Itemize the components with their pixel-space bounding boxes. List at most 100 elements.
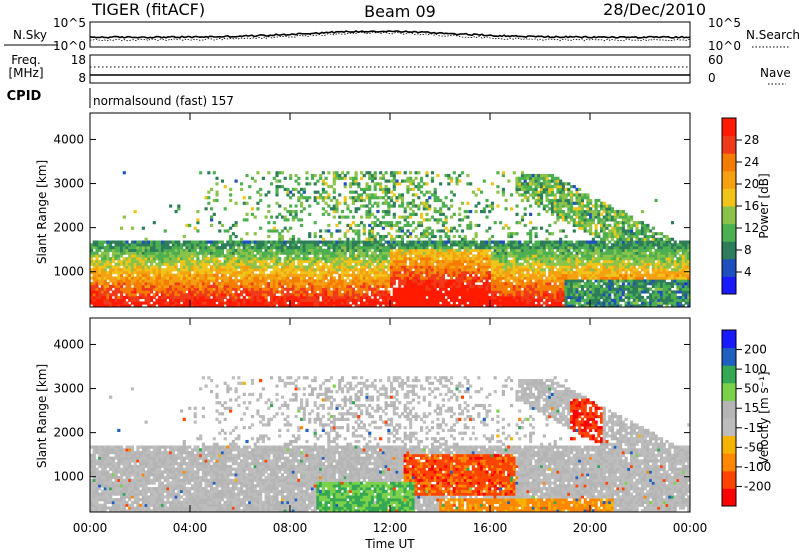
power-cell: [346, 301, 350, 305]
power-cell: [95, 248, 99, 252]
power-cell: [510, 240, 514, 244]
power-cell: [458, 243, 462, 247]
power-cell: [313, 240, 317, 244]
power-cell: [529, 187, 533, 191]
power-cell: [488, 265, 492, 269]
power-cell: [201, 304, 205, 308]
power-cell: [272, 246, 276, 250]
power-cell: [417, 185, 421, 189]
power-cell: [488, 295, 492, 300]
power-cell: [455, 262, 459, 266]
power-cell: [180, 268, 184, 272]
power-cell: [417, 282, 421, 286]
power-cell: [139, 251, 143, 255]
power-cell: [548, 248, 552, 252]
power-cell: [310, 276, 315, 280]
power-cell: [542, 187, 546, 191]
power-cell: [313, 234, 317, 239]
power-cell: [420, 257, 424, 261]
power-cell: [559, 254, 563, 258]
power-cell: [460, 295, 465, 300]
power-cell: [286, 290, 290, 294]
power-cell: [338, 246, 342, 250]
power-cell: [550, 293, 555, 297]
power-cell: [420, 212, 424, 216]
power-cell: [395, 295, 399, 300]
power-cell: [144, 276, 148, 280]
power-cell: [450, 268, 454, 272]
power-cell: [360, 240, 364, 244]
power-cell: [98, 273, 102, 277]
power-cell: [570, 268, 574, 272]
power-cell: [136, 301, 140, 305]
power-cell: [220, 290, 225, 294]
power-cell: [379, 171, 383, 175]
power-cell: [493, 265, 497, 269]
power-cell: [400, 262, 405, 266]
power-cell: [280, 273, 285, 277]
power-cell: [332, 293, 336, 297]
power-cell: [319, 301, 323, 305]
power-cell: [120, 284, 124, 288]
power-cell: [289, 265, 293, 269]
power-cell: [300, 187, 304, 191]
power-cell: [234, 234, 238, 239]
power-cell: [507, 282, 511, 286]
power-cell: [368, 229, 372, 233]
power-cell: [545, 290, 549, 294]
power-cell: [387, 295, 391, 300]
power-cell: [542, 240, 546, 244]
power-cell: [545, 259, 549, 264]
power-cell: [308, 301, 312, 305]
power-cell: [283, 215, 287, 219]
power-cell: [362, 248, 366, 252]
power-cell: [570, 265, 574, 269]
power-cell: [559, 279, 563, 283]
power-cell: [572, 279, 576, 283]
power-cell: [444, 243, 448, 247]
power-cell: [406, 273, 410, 277]
power-cell: [357, 246, 361, 250]
power-cell: [496, 262, 500, 266]
power-cell: [370, 293, 375, 297]
power-cell: [523, 251, 527, 255]
power-cell: [531, 287, 535, 291]
power-cell: [444, 232, 448, 236]
power-cell: [147, 279, 151, 283]
power-cell: [120, 295, 124, 300]
power-cell: [458, 287, 462, 291]
power-cell: [158, 298, 162, 302]
power-cell: [430, 246, 435, 250]
power-cell: [540, 193, 544, 197]
power-cell: [204, 207, 208, 211]
power-cell: [256, 265, 260, 269]
power-cell: [283, 207, 287, 211]
power-cell: [458, 248, 462, 252]
power-cell: [433, 259, 437, 264]
power-cell: [411, 273, 415, 277]
power-cell: [523, 268, 527, 272]
power-cell: [526, 265, 530, 269]
power-cell: [152, 284, 156, 288]
power-cell: [237, 248, 241, 252]
power-cell: [215, 198, 219, 203]
power-cell: [485, 293, 489, 297]
power-cell: [420, 298, 424, 302]
power-cell: [572, 270, 576, 275]
power-cell: [321, 265, 325, 269]
power-cell: [430, 304, 435, 308]
power-cell: [504, 257, 508, 261]
power-cell: [572, 243, 576, 247]
power-cell: [572, 290, 576, 294]
power-cell: [332, 259, 336, 264]
power-cell: [152, 259, 156, 264]
power-cell: [310, 270, 315, 275]
power-cell: [204, 295, 208, 300]
power-cell: [120, 240, 124, 244]
power-cell: [398, 273, 402, 277]
power-cell: [229, 246, 233, 250]
power-cell: [463, 279, 467, 283]
power-cell: [420, 223, 424, 228]
power-cell: [417, 290, 421, 294]
power-cell: [180, 276, 184, 280]
